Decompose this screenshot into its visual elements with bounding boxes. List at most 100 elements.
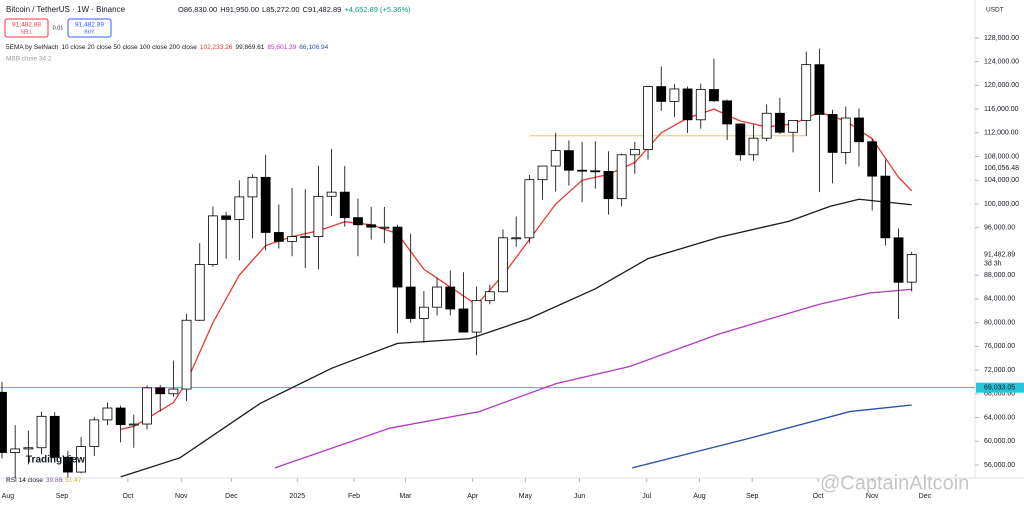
y-tick-label: 120,000.00 [984, 82, 1019, 89]
candle-body [221, 215, 232, 220]
candle-body [300, 236, 311, 239]
candle-body [906, 254, 917, 283]
ohlc-value: C91,482.89 [303, 5, 342, 14]
y-tick-label: 68,000.00 [984, 391, 1015, 398]
candle-body [629, 149, 640, 156]
candle-body [656, 86, 667, 102]
candle-body [735, 123, 746, 156]
candle-body [840, 117, 851, 153]
candle-body [260, 176, 271, 233]
symbol-title-text: Bitcoin / TetherUS · 1W · Binance [6, 5, 126, 14]
candle-body [36, 415, 47, 449]
candle-body [379, 226, 390, 229]
candle-body [471, 300, 482, 333]
ohlc-value: L85,272.00 [262, 5, 300, 14]
candle-body [76, 446, 86, 473]
candle-body [287, 236, 297, 242]
ema-line [120, 198, 912, 478]
candle-body [326, 191, 337, 197]
y-tick-label: 88,000.00 [984, 272, 1015, 279]
brand: TradingView [26, 455, 85, 466]
rsi-legend: RSI 14 close 39.86 51.47 [6, 477, 82, 484]
spread: 0.01 [53, 25, 64, 31]
y-tick-label: 64,000.00 [984, 414, 1015, 421]
candle-body [854, 117, 864, 143]
candle-body [643, 86, 653, 150]
candle-body [128, 423, 139, 426]
candle-body [827, 114, 838, 153]
candle-body [788, 119, 798, 133]
candle-body [0, 391, 7, 453]
x-tick-label: Feb [348, 493, 360, 500]
buy-label: BUY [84, 29, 95, 35]
y-tick-label: 112,000.00 [984, 130, 1019, 137]
candle-body [498, 237, 508, 293]
candle-body [893, 237, 904, 283]
candle-body [353, 217, 363, 226]
candle-body [339, 191, 350, 219]
candle-body [814, 64, 825, 115]
candle-body [669, 88, 680, 102]
y-tick-label: 60,000.00 [984, 438, 1015, 445]
x-tick-label: Nov [866, 493, 879, 500]
price-label: 106,056.48 [984, 165, 1019, 172]
candle-body [418, 306, 429, 319]
x-tick-label: Dec [919, 493, 932, 500]
indicator2-legend: MBB close 34 2 [6, 56, 52, 63]
indicator-params: 10 close 20 close 50 close 100 close 200… [61, 44, 197, 51]
x-tick-label: 2025 [290, 493, 306, 500]
sell-button[interactable] [4, 18, 49, 38]
y-tick-label: 124,000.00 [984, 59, 1019, 66]
buy-button[interactable] [67, 18, 112, 38]
buy-price: 91,482.89 [75, 22, 104, 29]
price-label-box [976, 249, 1024, 268]
candle-body [774, 112, 785, 133]
indicator-value: 102,233.26 [200, 44, 233, 51]
candle-body [748, 137, 759, 156]
plot-area [0, 48, 975, 478]
y-tick-label: 96,000.00 [984, 225, 1015, 232]
candle-body [208, 215, 218, 265]
watermark: @CaptainAltcoin [820, 472, 969, 494]
candle-body [445, 286, 456, 310]
candle-body [194, 264, 205, 321]
sell-price: 91,482.88 [12, 22, 41, 29]
indicator-value: 85,601.39 [267, 44, 296, 51]
ema-line [632, 404, 912, 469]
candle-body [234, 196, 245, 220]
countdown: 3d 3h [984, 260, 1002, 267]
x-tick-label: Sep [56, 493, 69, 500]
candle-body [695, 89, 706, 121]
candle-body [63, 456, 73, 473]
candle-body [432, 286, 442, 308]
y-tick-label: 128,000.00 [984, 35, 1019, 42]
indicator-value: 66,106.94 [299, 44, 328, 51]
ohlc-value: O86,830.00 [178, 5, 217, 14]
y-tick-label: 84,000.00 [984, 296, 1015, 303]
candle-body [89, 419, 100, 447]
candle-body [577, 169, 587, 172]
indicator-legend: 5EMA by SelNach 10 close 20 close 50 clos… [6, 44, 329, 51]
x-tick-label: Jun [574, 493, 585, 500]
candle-body [181, 319, 192, 390]
price-label-box [976, 163, 1024, 174]
candle-body [23, 447, 34, 450]
candle-body [616, 154, 627, 200]
candle-body [880, 175, 891, 239]
y-tick-label: 100,000.00 [984, 201, 1019, 208]
x-tick-label: Aug [693, 493, 706, 500]
candle-body [10, 448, 21, 453]
candle-body [102, 407, 113, 421]
candle-body [709, 89, 719, 102]
candle-body [142, 387, 152, 425]
indicator-name: 5EMA by SelNach [6, 44, 59, 51]
x-tick-label: Apr [467, 493, 479, 500]
rsi-name: RSI 14 close [6, 477, 43, 484]
x-tick-label: Oct [813, 493, 824, 500]
y-tick-label: 104,000.00 [984, 177, 1019, 184]
x-tick-label: Jul [642, 493, 651, 500]
candle-body [247, 176, 258, 198]
